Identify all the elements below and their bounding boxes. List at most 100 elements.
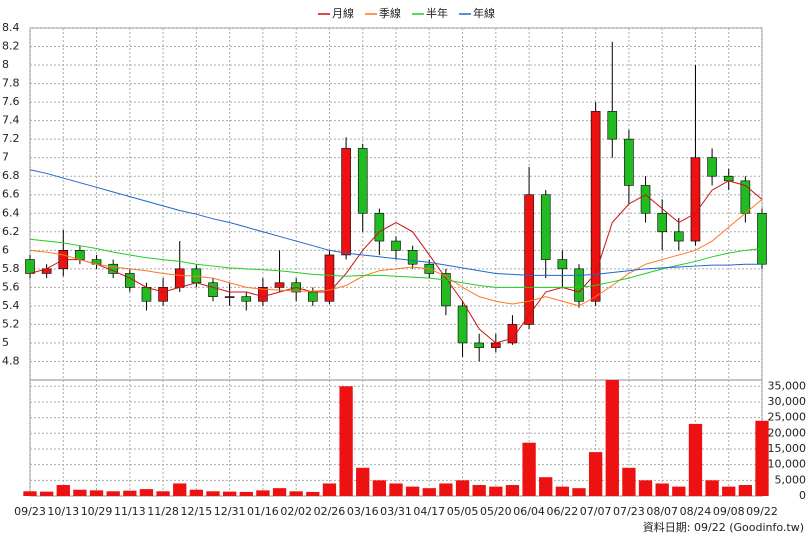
candle-body xyxy=(341,148,351,256)
candle-body xyxy=(174,268,185,288)
x-tick-label: 09/22 xyxy=(746,505,778,518)
candle-body xyxy=(574,268,584,302)
volume-bar xyxy=(555,486,570,496)
volume-bar xyxy=(272,488,287,496)
y-tick-label: 8.2 xyxy=(2,40,20,53)
x-tick-label: 12/31 xyxy=(214,505,246,518)
y-tick-label: 6.8 xyxy=(2,169,20,182)
volume-bar xyxy=(256,490,270,496)
candle-body xyxy=(357,148,368,214)
x-tick-label: 04/17 xyxy=(413,505,445,518)
legend-label: 半年 xyxy=(426,6,448,20)
y-tick-label: 5.6 xyxy=(2,280,20,293)
volume-bar xyxy=(322,483,337,496)
volume-bar xyxy=(39,491,54,496)
volume-bar xyxy=(738,485,753,496)
volume-bar xyxy=(439,483,453,496)
volume-bar xyxy=(89,490,104,496)
y-tick-label: 5.8 xyxy=(2,262,20,275)
y-tick-label: 7.6 xyxy=(2,95,20,108)
volume-bar xyxy=(622,467,636,496)
volume-bar xyxy=(356,467,370,496)
x-tick-label: 07/07 xyxy=(580,505,612,518)
ma-line xyxy=(29,180,763,344)
legend-label: 年線 xyxy=(473,6,495,20)
x-tick-label: 03/16 xyxy=(347,505,379,518)
volume-bar xyxy=(372,480,387,496)
volume-bar xyxy=(705,480,719,496)
candle-body xyxy=(141,287,152,302)
volume-bar xyxy=(206,491,220,496)
y-tick-label: 7.8 xyxy=(2,77,20,90)
x-tick-label: 02/02 xyxy=(280,505,312,518)
volume-bar xyxy=(655,483,669,496)
y-tick-label: 5.4 xyxy=(2,299,20,312)
candle-body xyxy=(723,175,734,182)
candle-body xyxy=(507,324,518,344)
candle-body xyxy=(224,296,235,298)
x-tick-label: 05/05 xyxy=(447,505,479,518)
volume-bar xyxy=(306,491,320,496)
x-tick-label: 05/20 xyxy=(480,505,512,518)
volume-bar xyxy=(588,452,603,496)
volume-bar xyxy=(455,480,470,496)
y-tick-label: 8 xyxy=(2,58,9,71)
volume-bar xyxy=(23,491,37,496)
candle-body xyxy=(624,138,634,186)
x-tick-label: 11/13 xyxy=(114,505,146,518)
x-tick-label: 08/07 xyxy=(646,505,678,518)
x-tick-label: 06/22 xyxy=(547,505,579,518)
candle-body xyxy=(441,273,451,307)
volume-bar xyxy=(472,485,486,496)
candle-body xyxy=(258,287,268,302)
candle-body xyxy=(25,259,35,274)
candle-body xyxy=(674,231,684,242)
ma-line xyxy=(29,198,763,307)
candle-body xyxy=(557,259,568,270)
y-tick-label: 35,000 xyxy=(768,379,807,392)
y-tick-label: 7.2 xyxy=(2,132,20,145)
candle-body xyxy=(407,250,418,265)
x-tick-label: 01/16 xyxy=(247,505,279,518)
candle-body xyxy=(607,111,618,140)
candle-body xyxy=(374,212,385,242)
volume-bar xyxy=(722,486,736,496)
volume-bar xyxy=(73,489,87,496)
y-tick-label: 10,000 xyxy=(768,458,807,471)
candle-body xyxy=(208,282,218,297)
x-tick-label: 03/31 xyxy=(380,505,412,518)
candle-body xyxy=(308,291,318,302)
candle-body xyxy=(590,111,601,302)
x-tick-label: 10/13 xyxy=(47,505,79,518)
y-tick-label: 8.4 xyxy=(2,21,20,34)
volume-bar xyxy=(222,491,237,496)
volume-bar xyxy=(405,486,420,496)
y-tick-label: 30,000 xyxy=(768,395,807,408)
y-tick-label: 6.6 xyxy=(2,188,20,201)
candle-body xyxy=(457,305,468,344)
candle-body xyxy=(540,194,551,260)
candle-body xyxy=(241,296,252,302)
volume-bar xyxy=(173,483,187,496)
volume-bar xyxy=(189,489,204,496)
volume-bar xyxy=(139,489,154,496)
x-tick-label: 12/15 xyxy=(181,505,213,518)
x-tick-label: 06/04 xyxy=(513,505,545,518)
volume-bar xyxy=(489,486,503,496)
y-tick-label: 6.4 xyxy=(2,206,20,219)
x-tick-label: 09/23 xyxy=(14,505,46,518)
volume-bar xyxy=(123,490,137,496)
y-tick-label: 25,000 xyxy=(768,411,807,424)
legend-label: 季線 xyxy=(379,6,401,20)
y-tick-label: 7 xyxy=(2,151,9,164)
x-tick-label: 09/08 xyxy=(713,505,745,518)
y-tick-label: 6 xyxy=(2,243,9,256)
x-tick-label: 07/23 xyxy=(613,505,645,518)
x-tick-label: 02/26 xyxy=(314,505,346,518)
y-tick-label: 7.4 xyxy=(2,114,20,127)
candle-body xyxy=(640,185,651,214)
x-tick-label: 10/29 xyxy=(81,505,113,518)
volume-bar xyxy=(389,483,403,496)
